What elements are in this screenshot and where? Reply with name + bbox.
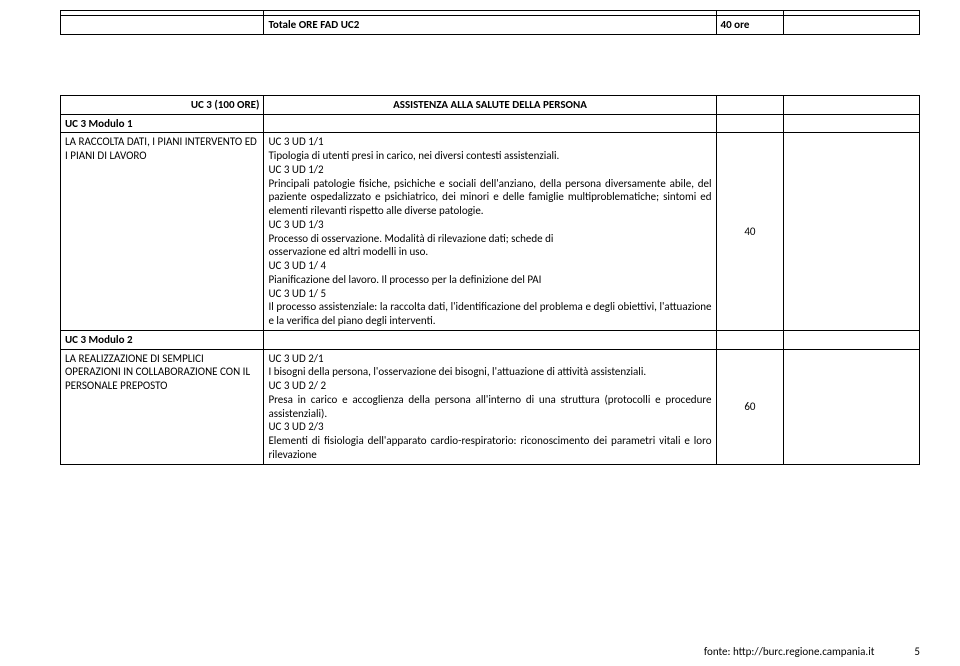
total-label: Totale ORE FAD UC2 [264, 16, 716, 35]
cell [784, 16, 920, 35]
module2-left: LA REALIZZAZIONE DI SEMPLICI OPERAZIONI … [61, 349, 264, 464]
module2-title: UC 3 Modulo 2 [61, 330, 264, 349]
module2-body-row: LA REALIZZAZIONE DI SEMPLICI OPERAZIONI … [61, 349, 920, 464]
cell [716, 330, 784, 349]
top-table: Totale ORE FAD UC2 40 ore [60, 10, 920, 35]
page-number: 5 [914, 645, 920, 658]
module2-title-row: UC 3 Modulo 2 [61, 330, 920, 349]
cell [784, 114, 920, 133]
module1-body: UC 3 UD 1/1 Tipologia di utenti presi in… [264, 133, 716, 331]
module1-title-row: UC 3 Modulo 1 [61, 114, 920, 133]
header-row: UC 3 (100 ORE) ASSISTENZA ALLA SALUTE DE… [61, 95, 920, 114]
module1-title: UC 3 Modulo 1 [61, 114, 264, 133]
module1-hours: 40 [716, 133, 784, 331]
cell [784, 330, 920, 349]
cell [61, 16, 264, 35]
footer: 5 fonte: http://burc.regione.campania.it [0, 645, 920, 658]
total-hours: 40 ore [716, 16, 784, 35]
cell [264, 114, 716, 133]
uc3-header-left: UC 3 (100 ORE) [61, 95, 264, 114]
main-table: UC 3 (100 ORE) ASSISTENZA ALLA SALUTE DE… [60, 95, 920, 465]
cell [716, 114, 784, 133]
cell [784, 349, 920, 464]
module2-hours: 60 [716, 349, 784, 464]
module1-left: LA RACCOLTA DATI, I PIANI INTERVENTO ED … [61, 133, 264, 331]
module1-body-row: LA RACCOLTA DATI, I PIANI INTERVENTO ED … [61, 133, 920, 331]
top-row-total: Totale ORE FAD UC2 40 ore [61, 16, 920, 35]
module2-body: UC 3 UD 2/1 I bisogni della persona, l'o… [264, 349, 716, 464]
cell [716, 95, 784, 114]
cell [784, 95, 920, 114]
cell [264, 330, 716, 349]
cell [784, 133, 920, 331]
source-text: fonte: http://burc.regione.campania.it [704, 645, 875, 658]
uc3-header-title: ASSISTENZA ALLA SALUTE DELLA PERSONA [264, 95, 716, 114]
